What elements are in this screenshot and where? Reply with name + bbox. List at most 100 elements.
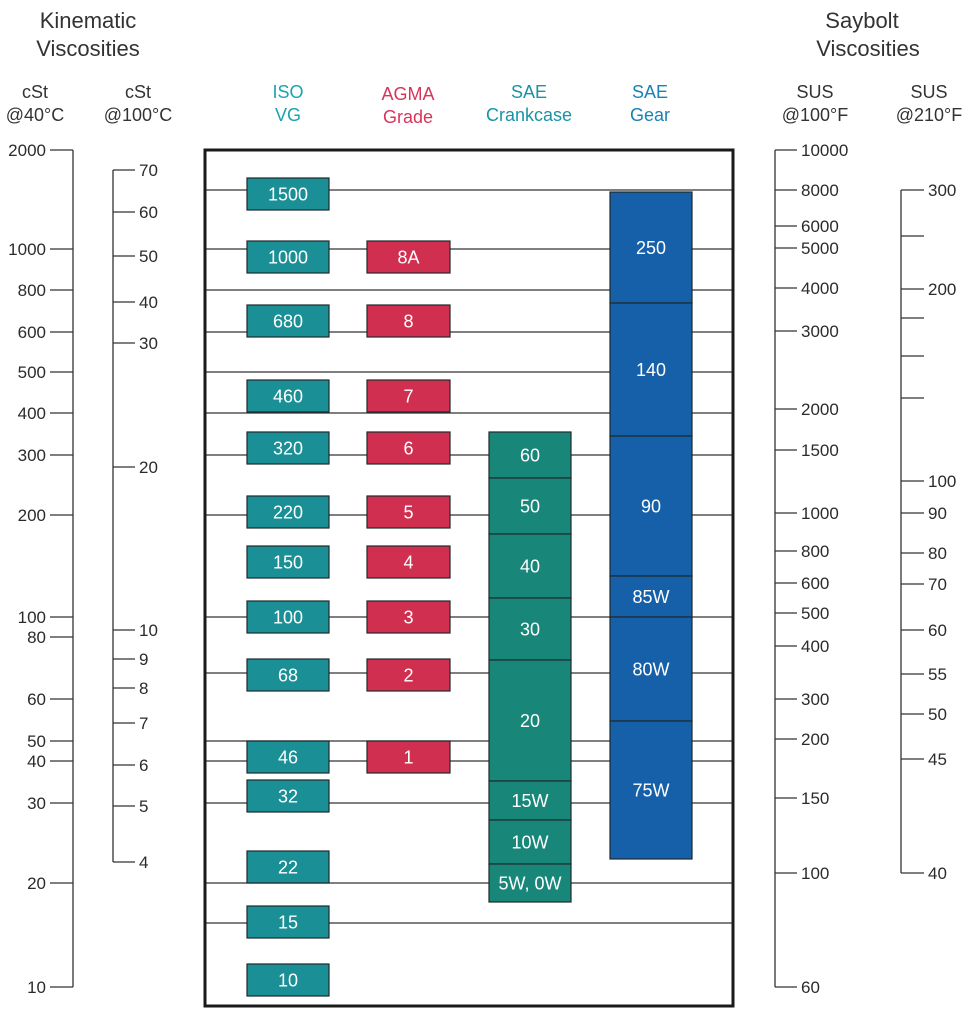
sae-crankcase-box [488,780,572,821]
sae-gear-box [609,720,693,860]
sus210-scale: 300 200 100 90 80 70 60 55 50 45 40 [900,181,956,883]
sus100-tick-label: 60 [801,978,820,997]
sus100-tick-label: 10000 [801,141,848,160]
iso-vg-label: 46 [278,748,298,768]
sus100-tick-label: 5000 [801,239,839,258]
sae-crankcase-box [488,819,572,865]
sae-gear-label: 90 [641,497,661,517]
sus100-tick-label: 6000 [801,217,839,236]
iso-vg-box [246,779,330,813]
iso-vg-box [246,658,330,692]
sus100-tick-label: 800 [801,542,829,561]
cst100-tick-label: 4 [139,853,148,872]
sae-gear-box [609,302,693,437]
sus100-tick-label: 150 [801,789,829,808]
iso-vg-box [246,304,330,338]
sus100-scale: 10000 8000 6000 5000 4000 3000 2000 1500 1000 800… [774,141,848,997]
cst40-tick-label: 30 [27,794,46,813]
cst100-tick-label: 20 [139,458,158,477]
cst100-tick-label: 5 [139,797,148,816]
iso-vg-box [246,379,330,413]
iso-vg-boxes: 1500 1000 680 460 320 220 150 100 68 46 32 22 15 10 [246,177,330,997]
cst100-tick-label: 7 [139,714,148,733]
iso-vg-label: 22 [278,858,298,878]
sus100-header-line2: @100°F [782,105,849,125]
sae-crankcase-label: 40 [520,557,540,577]
iso-vg-label: 1000 [268,248,308,268]
iso-vg-label: 10 [278,971,298,991]
iso-vg-box [246,963,330,997]
sae-crankcase-label: 30 [520,620,540,640]
iso-vg-box [246,545,330,579]
iso-vg-box [246,740,330,774]
kinematic-title-line1: Kinematic [40,8,137,33]
chart-frame [203,148,735,1008]
sae-gear-box [609,575,693,618]
sae-crankcase-box [488,863,572,903]
cst40-tick-label: 60 [27,690,46,709]
cst100-tick-label: 10 [139,621,158,640]
cst40-tick-label: 800 [18,281,46,300]
cst40-tick-label: 10 [27,978,46,997]
cst40-tick-label: 300 [18,446,46,465]
sae-crankcase-label: 10W [511,833,548,853]
sus100-tick-label: 300 [801,690,829,709]
sus100-tick-label: 500 [801,604,829,623]
agma-grade-box [366,304,451,338]
agma-grade-label: 5 [403,503,413,523]
sae-crankcase-box [488,431,572,479]
iso-header-line2: VG [275,105,301,125]
iso-vg-box [246,495,330,529]
cst40-tick-label: 80 [27,628,46,647]
sae-crankcase-box [488,597,572,661]
iso-vg-label: 100 [273,608,303,628]
sus100-tick-label: 1500 [801,441,839,460]
cst40-tick-label: 40 [27,752,46,771]
sus210-tick-label: 40 [928,864,947,883]
iso-vg-label: 68 [278,666,298,686]
cst40-tick-label: 20 [27,874,46,893]
sae-gear-label: 250 [636,238,666,258]
sus100-tick-label: 2000 [801,400,839,419]
iso-vg-label: 680 [273,312,303,332]
cst40-header-line2: @40°C [6,105,65,125]
agma-grade-box [366,600,451,634]
agma-grade-box [366,379,451,413]
cst100-header-line2: @100°C [104,105,173,125]
sae-crankcase-box [488,533,572,599]
agma-grade-label: 3 [403,608,413,628]
iso-vg-box [246,600,330,634]
sus100-tick-label: 3000 [801,322,839,341]
sae-crankcase-box [488,659,572,782]
iso-vg-label: 220 [273,503,303,523]
sae-gear-label: 80W [632,660,669,680]
sus100-tick-label: 4000 [801,279,839,298]
sae-crankcase-header-line2: Crankcase [486,105,572,125]
cst40-tick-label: 200 [18,506,46,525]
cst100-tick-label: 60 [139,203,158,222]
cst100-tick-label: 6 [139,756,148,775]
sus210-header-line2: @210°F [896,105,963,125]
cst40-tick-label: 400 [18,404,46,423]
iso-vg-box [246,850,330,884]
agma-grade-label: 2 [403,666,413,686]
cst100-tick-label: 40 [139,293,158,312]
cst40-tick-label: 600 [18,323,46,342]
agma-grade-label: 1 [403,748,413,768]
sus210-tick-label: 300 [928,181,956,200]
sae-gear-box [609,191,693,304]
sae-crankcase-box [488,477,572,535]
iso-vg-label: 320 [273,439,303,459]
agma-grade-box [366,740,451,774]
sus210-tick-label: 55 [928,665,947,684]
saybolt-title-line2: Viscosities [816,36,920,61]
iso-vg-box [246,240,330,274]
agma-grade-label: 8A [397,248,419,268]
sus210-tick-label: 60 [928,621,947,640]
sae-gear-boxes: 250 140 90 85W 80W 75W [609,191,693,860]
iso-vg-label: 15 [278,913,298,933]
sae-gear-box [609,616,693,722]
sae-crankcase-label: 5W, 0W [498,874,561,894]
